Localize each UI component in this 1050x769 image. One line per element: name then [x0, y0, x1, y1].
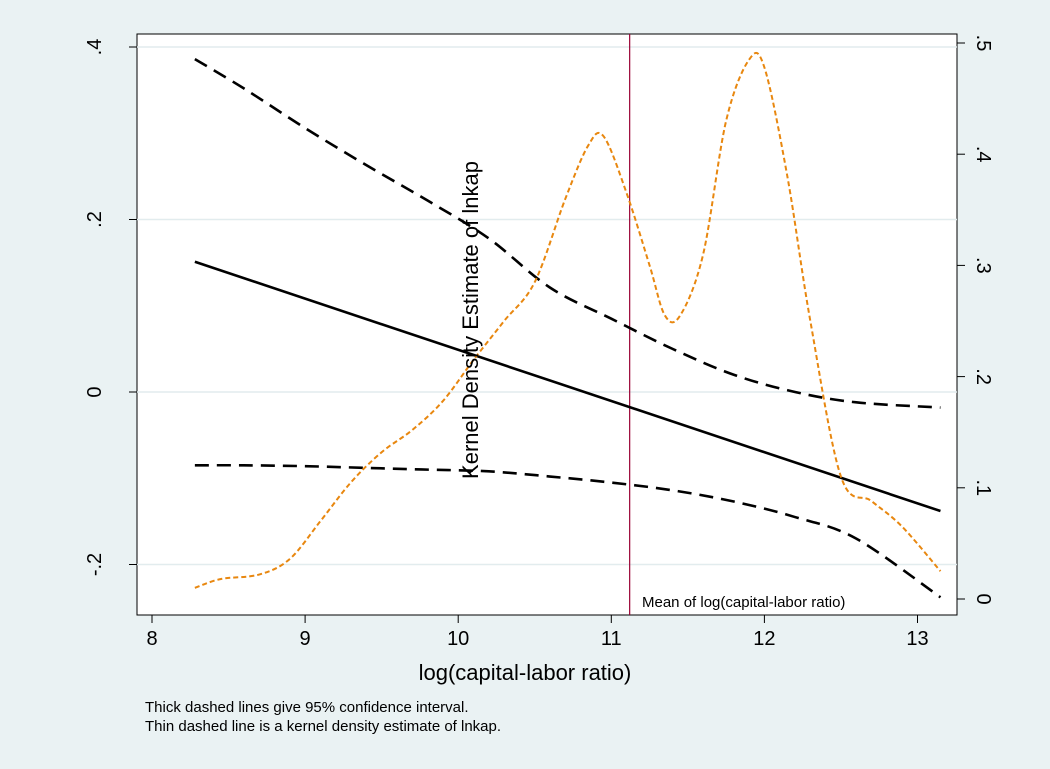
x-axis-title: log(capital-labor ratio)	[419, 660, 632, 685]
axes: 8 9 10 11 12 13 -.2 0 .2 .4 0 .1 .2 .3 .4 .5	[84, 35, 994, 650]
y-right-tick-label-2: .2	[972, 368, 994, 385]
plot-area	[136, 33, 958, 616]
y-left-tick-label-1: 0	[84, 386, 106, 397]
x-tick-label-3: 11	[601, 628, 622, 650]
x-tick-label-0: 8	[146, 628, 157, 650]
series-1-line	[194, 57, 941, 409]
y-right-tick-label-3: .3	[972, 257, 994, 274]
series-3-line	[194, 51, 942, 589]
x-tick-label-5: 13	[906, 628, 928, 650]
y-right-tick-label-0: 0	[972, 593, 994, 604]
series-2-line	[194, 463, 942, 599]
vline-label: Mean of log(capital-labor ratio)	[642, 594, 845, 611]
note-2: Thin dashed line is a kernel density est…	[145, 718, 501, 735]
series-0-line	[194, 260, 941, 513]
right-axis-title: Kernel Density Estimate of lnkap	[458, 161, 483, 479]
y-right-tick-label-1: .1	[972, 479, 994, 496]
y-right-tick-label-4: .4	[972, 146, 994, 163]
x-tick-label-1: 9	[300, 628, 311, 650]
y-left-tick-label-3: .4	[84, 39, 106, 56]
y-right-tick-label-5: .5	[972, 35, 994, 52]
note-1: Thick dashed lines give 95% confidence i…	[145, 699, 469, 716]
x-tick-label-4: 12	[753, 628, 775, 650]
y-left-tick-label-0: -.2	[84, 553, 106, 576]
x-tick-label-2: 10	[447, 628, 469, 650]
grid-lines	[137, 46, 957, 566]
series-layer	[194, 34, 942, 615]
y-left-tick-label-2: .2	[84, 211, 106, 228]
labels: log(capital-labor ratio) Kernel Density …	[145, 161, 845, 735]
